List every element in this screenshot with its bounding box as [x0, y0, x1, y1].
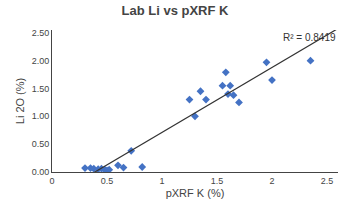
- svg-text:2.00: 2.00: [32, 56, 50, 66]
- svg-text:2.5: 2.5: [321, 176, 334, 186]
- svg-text:1.00: 1.00: [32, 111, 50, 121]
- svg-text:0.00: 0.00: [32, 167, 50, 177]
- svg-text:R² = 0.8419: R² = 0.8419: [283, 32, 336, 43]
- svg-text:0.5: 0.5: [101, 176, 114, 186]
- svg-text:1.5: 1.5: [211, 176, 224, 186]
- svg-text:Lab Li vs pXRF K: Lab Li vs pXRF K: [122, 3, 230, 18]
- svg-text:2: 2: [269, 176, 274, 186]
- svg-text:Li 2O (%): Li 2O (%): [14, 78, 26, 124]
- svg-text:0.50: 0.50: [32, 139, 50, 149]
- svg-text:0: 0: [49, 176, 54, 186]
- svg-text:2.50: 2.50: [32, 28, 50, 38]
- svg-text:1: 1: [159, 176, 164, 186]
- svg-text:1.50: 1.50: [32, 84, 50, 94]
- svg-text:pXRF K (%): pXRF K (%): [166, 187, 225, 199]
